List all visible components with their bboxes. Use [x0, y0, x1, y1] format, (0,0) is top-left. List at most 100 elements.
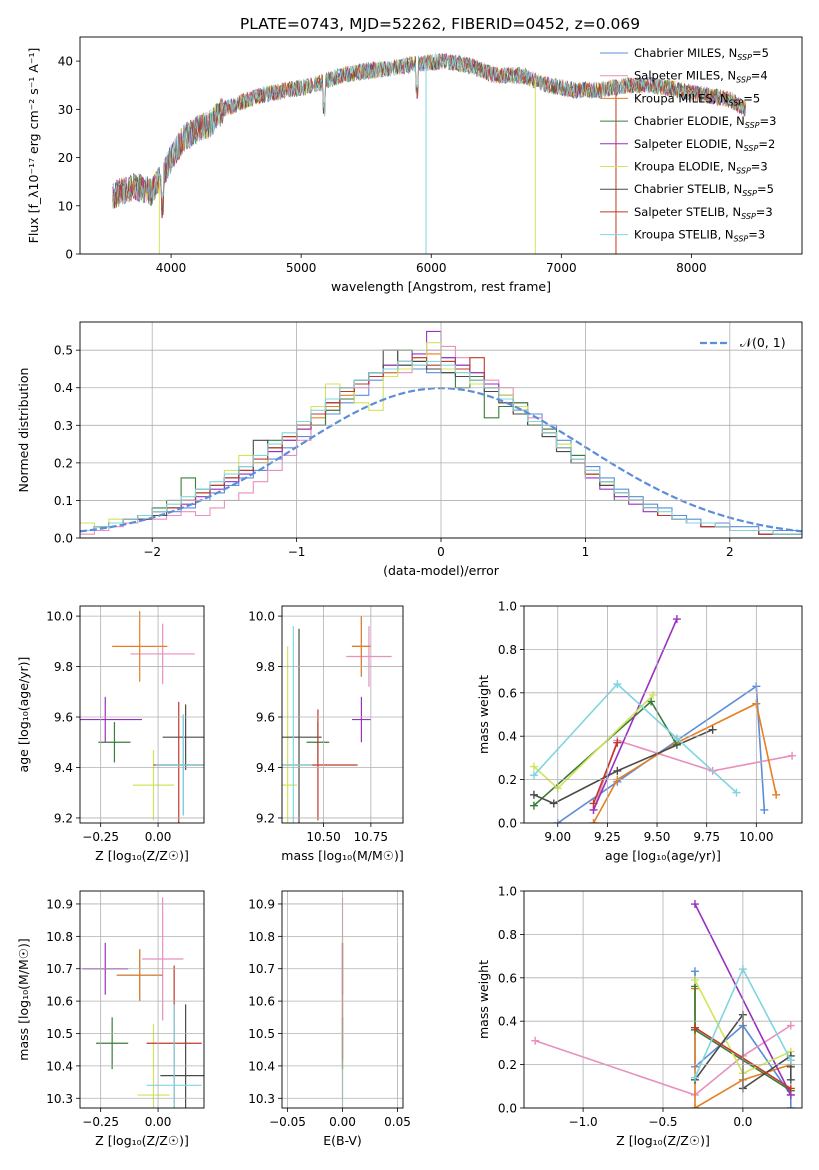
y-tick-label: 10.8 — [46, 930, 73, 944]
x-tick-label: −0.25 — [82, 830, 119, 844]
y-tick-label: 10.7 — [46, 962, 73, 976]
legend-entry-sub: SSP — [736, 76, 751, 85]
weight-point-marker — [690, 1073, 699, 1082]
y-tick-label: 30 — [58, 103, 73, 117]
weight-series-line — [592, 618, 678, 811]
weight-point-marker — [613, 766, 622, 775]
y-tick-label: 10.4 — [248, 1059, 275, 1073]
axes-frame — [281, 890, 404, 1109]
weight-point-marker — [690, 900, 699, 909]
x-tick-label: −0.05 — [269, 1115, 306, 1129]
y-tick-label: 9.8 — [54, 660, 73, 674]
weight-point-marker — [529, 790, 538, 799]
legend-entry-suffix: =3 — [760, 114, 777, 128]
x-tick-label: −1 — [288, 545, 306, 559]
legend-entry-suffix: =5 — [752, 46, 769, 60]
y-tick-label: 10.0 — [248, 610, 275, 624]
legend-entry-sub: SSP — [729, 98, 744, 107]
x-axis-label: Z [log₁₀(Z/Z☉)] — [95, 848, 189, 863]
legend-entry: Salpeter ELODIE, NSSP=2 — [634, 137, 775, 153]
y-tick-label: 9.6 — [54, 711, 73, 725]
legend-entry-prefix: Kroupa ELODIE, N — [634, 160, 736, 174]
plot-area — [282, 616, 392, 823]
weight-point-marker — [690, 975, 699, 984]
y-tick-label: 10.5 — [46, 1027, 73, 1041]
y-tick-label: 9.2 — [256, 811, 275, 825]
y-tick-label: 10.6 — [248, 995, 275, 1009]
axes-frame — [79, 890, 205, 1109]
x-tick-label: −1.0 — [569, 1115, 598, 1129]
legend-entry-sub: SSP — [736, 167, 751, 176]
plot-area — [529, 615, 797, 823]
panels: 4000 5000 6000 7000 8000010203040wavelength … — [16, 36, 803, 1148]
axes-frame — [281, 605, 404, 824]
legend-entry: Salpeter MILES, NSSP=4 — [634, 69, 768, 85]
x-tick-label: 10.00 — [739, 830, 773, 844]
y-axis-label: age [log₁₀(age/yr)] — [16, 657, 31, 773]
legend-entry-prefix: Chabrier ELODIE, N — [634, 114, 745, 128]
x-tick-label: 5000 — [286, 261, 317, 275]
weight-series-line — [592, 742, 619, 804]
weight-point-marker — [672, 615, 681, 624]
weight-point-marker — [786, 1075, 795, 1084]
y-tick-label: 0.6 — [498, 686, 517, 700]
y-tick-label: 0.3 — [54, 419, 73, 433]
panel-mass-vs-z: −0.25 0.00 10.3 10.4 10.5 10.6 10.7 10.8 10.9 Z [… — [16, 890, 205, 1148]
y-tick-label: 40 — [58, 55, 73, 69]
weight-point-marker — [732, 788, 741, 797]
x-tick-label: 9.50 — [644, 830, 671, 844]
legend-entry-suffix: =2 — [758, 137, 775, 151]
y-tick-label: 10.3 — [248, 1092, 275, 1106]
weight-point-marker — [529, 762, 538, 771]
weight-point-marker — [589, 799, 598, 808]
y-tick-label: 9.8 — [256, 660, 275, 674]
weight-point-marker — [788, 751, 797, 760]
weight-point-marker — [786, 1056, 795, 1065]
y-tick-label: 0.2 — [54, 456, 73, 470]
legend-entry-prefix: Chabrier MILES, N — [634, 46, 737, 60]
legend-entry-sub: SSP — [737, 53, 752, 62]
weight-point-marker — [690, 1023, 699, 1032]
axes-frame — [79, 36, 803, 255]
histogram-series-step — [80, 360, 802, 535]
y-tick-label: 10.0 — [46, 610, 73, 624]
spectrum-series-line — [112, 52, 746, 205]
panel-age-vs-z: −0.25 0.00 9.2 9.4 9.6 9.8 10.0 Z [log₁₀(Z/Z☉)]… — [16, 605, 205, 863]
y-tick-label: 0.0 — [54, 532, 73, 546]
panel-mass-vs-ebv: −0.05 0.00 0.05 10.3 10.4 10.5 10.6 10.7 10.8 10.… — [248, 890, 411, 1148]
y-tick-label: 0.0 — [498, 1102, 517, 1116]
x-tick-label: 0.00 — [329, 1115, 356, 1129]
x-tick-label: 9.25 — [594, 830, 621, 844]
x-tick-label: 8000 — [676, 261, 707, 275]
y-tick-label: 9.4 — [256, 761, 275, 775]
legend-entry-prefix: Kroupa MILES, N — [634, 91, 729, 105]
weight-point-marker — [613, 738, 622, 747]
x-tick-label: 10.75 — [354, 830, 388, 844]
weight-point-marker — [647, 697, 656, 706]
legend-entry-sub: SSP — [745, 121, 760, 130]
y-tick-label: 0.8 — [498, 643, 517, 657]
x-tick-label: 0.00 — [145, 830, 172, 844]
y-tick-label: 0.8 — [498, 928, 517, 942]
legend-entry: Chabrier MILES, NSSP=5 — [634, 46, 769, 62]
weight-point-marker — [589, 819, 598, 823]
y-tick-label: 20 — [58, 151, 73, 165]
legend-entry-sub: SSP — [742, 189, 757, 198]
x-tick-label: 7000 — [546, 261, 577, 275]
y-tick-label: 10.9 — [248, 897, 275, 911]
weight-series-line — [533, 682, 738, 794]
y-tick-label: 0.1 — [54, 494, 73, 508]
weight-point-marker — [531, 1036, 540, 1045]
plot-area — [82, 897, 204, 1108]
y-tick-label: 10.8 — [248, 930, 275, 944]
y-tick-label: 9.6 — [256, 711, 275, 725]
weight-point-marker — [529, 801, 538, 810]
y-tick-label: 9.4 — [54, 761, 73, 775]
x-axis-label: mass [log₁₀(M/M☉)] — [281, 848, 403, 863]
weight-point-marker — [708, 725, 717, 734]
x-tick-label: 1 — [582, 545, 590, 559]
weight-series-line — [533, 728, 713, 805]
x-tick-label: −2 — [143, 545, 161, 559]
x-axis-label: E(B-V) — [323, 1133, 362, 1148]
